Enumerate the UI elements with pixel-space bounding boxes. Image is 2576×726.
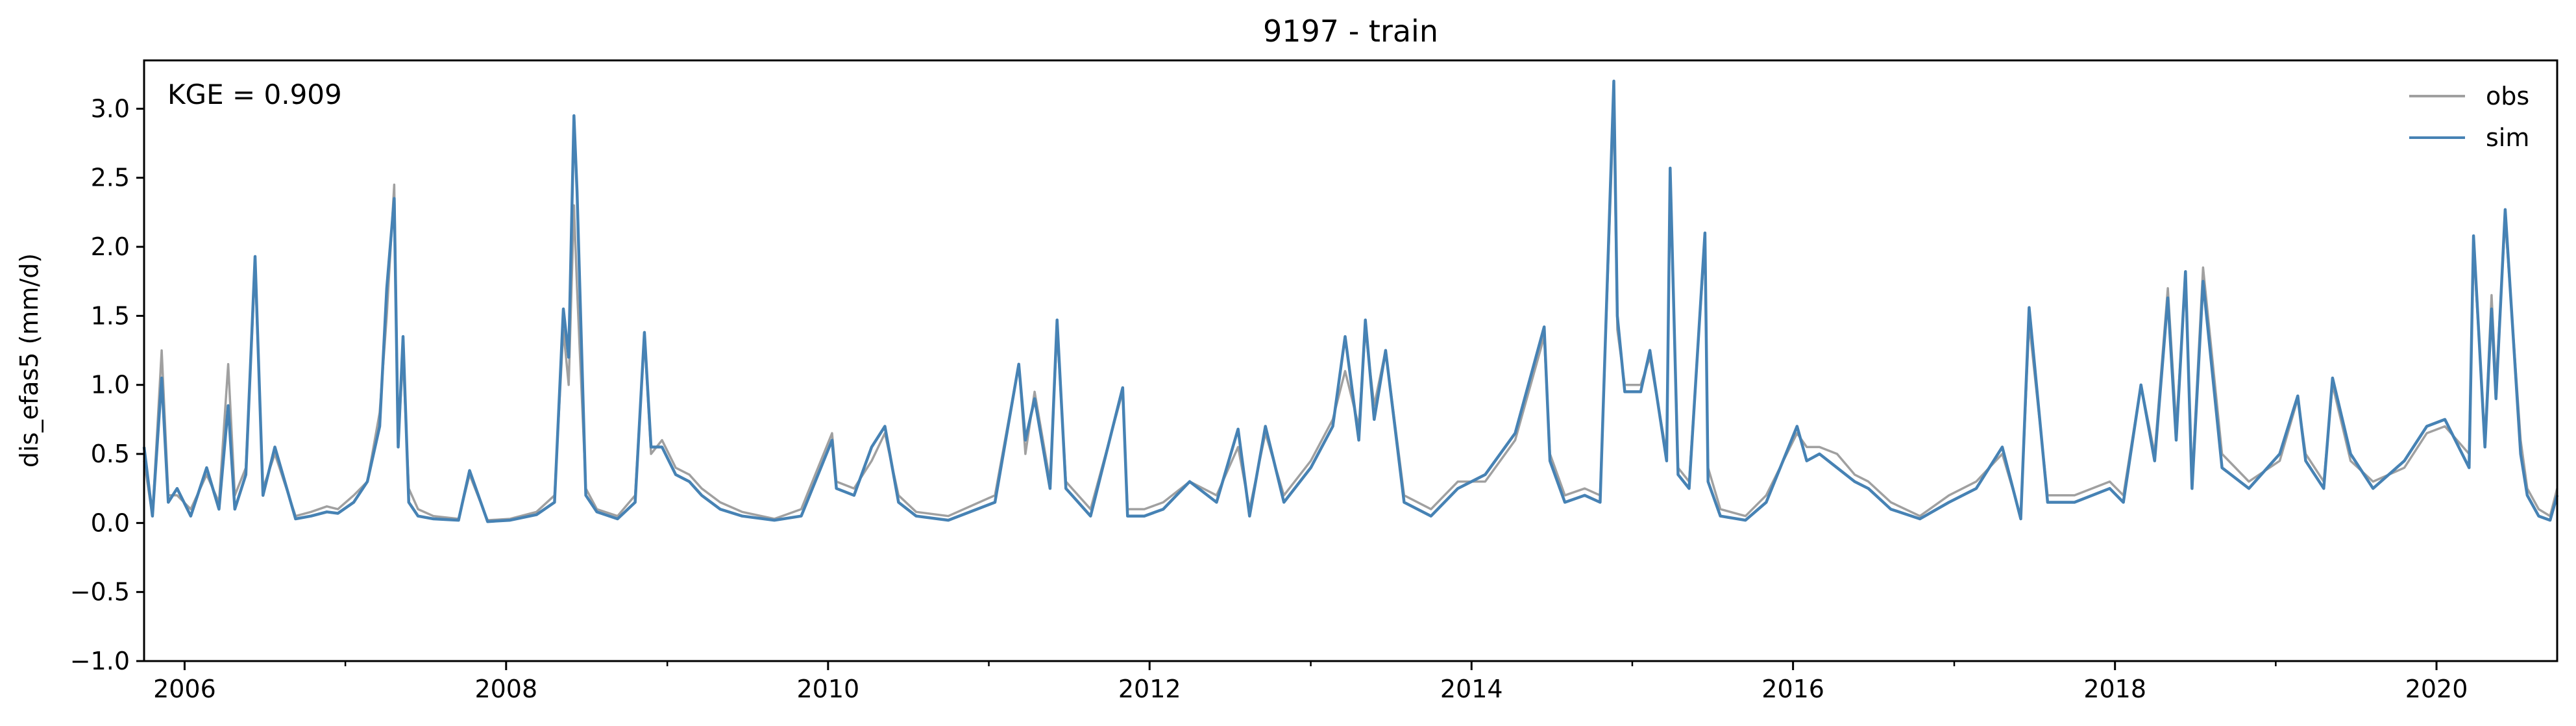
y-tick-label: 0.5 <box>91 440 130 468</box>
x-tick-label: 2006 <box>153 675 216 703</box>
y-tick-label: 2.0 <box>91 232 130 261</box>
y-axis-label: dis_efas5 (mm/d) <box>15 253 43 468</box>
y-tick-label: 2.5 <box>91 164 130 192</box>
y-tick-label: 3.0 <box>91 94 130 123</box>
y-tick-label: 1.0 <box>91 371 130 399</box>
legend: obs sim <box>2409 82 2529 152</box>
x-tick-label: 2016 <box>1761 675 1824 703</box>
y-tick-label: −1.0 <box>70 647 130 675</box>
plot-frame <box>143 59 2558 662</box>
legend-label-obs: obs <box>2486 82 2529 110</box>
x-tick-label: 2018 <box>2083 675 2146 703</box>
chart-title: 9197 - train <box>1263 14 1438 49</box>
x-tick-label: 2020 <box>2405 675 2468 703</box>
x-tick-label: 2010 <box>796 675 859 703</box>
y-tick-label: 0.0 <box>91 508 130 537</box>
series-layer <box>142 79 2559 523</box>
y-tick-label: 1.5 <box>91 301 130 330</box>
legend-label-sim: sim <box>2486 123 2529 152</box>
y-tick-label: −0.5 <box>70 578 130 607</box>
axis-layer: −1.0 −0.5 0.0 0.5 1.0 1.5 2.0 2.5 3.0 2006 2008 201… <box>70 94 2468 703</box>
x-tick-label: 2008 <box>474 675 537 703</box>
series-line-sim <box>142 79 2559 523</box>
kge-annotation: KGE = 0.909 <box>167 79 342 110</box>
x-tick-label: 2012 <box>1118 675 1181 703</box>
x-tick-label: 2014 <box>1440 675 1503 703</box>
